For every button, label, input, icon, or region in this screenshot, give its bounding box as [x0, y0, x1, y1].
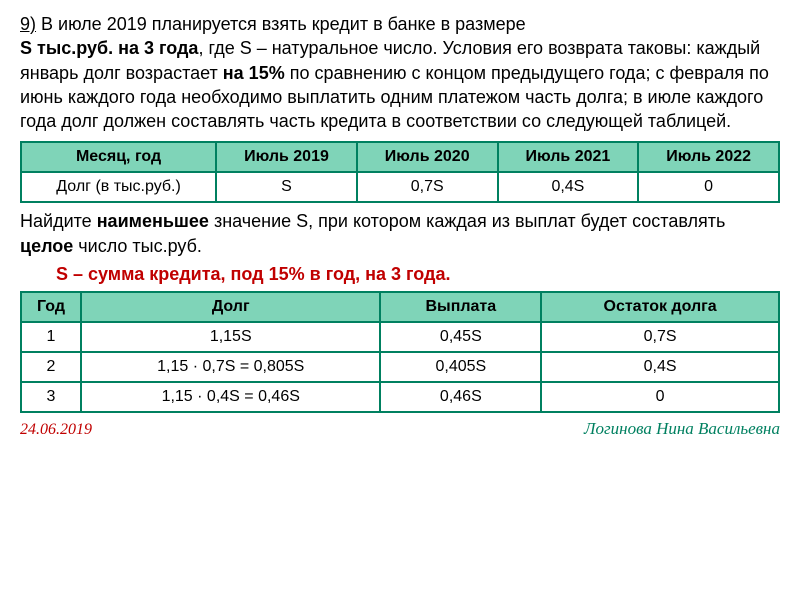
table-row: 1 1,15S 0,45S 0,7S	[21, 322, 779, 352]
problem-text: 9) В июле 2019 планируется взять кредит …	[20, 12, 780, 133]
t2-r1c3: 0,4S	[541, 352, 779, 382]
debt-schedule-table: Месяц, год Июль 2019 Июль 2020 Июль 2021…	[20, 141, 780, 203]
t2-r0c1: 1,15S	[81, 322, 380, 352]
t2-r2c0: 3	[21, 382, 81, 412]
t2-h3: Остаток долга	[541, 292, 779, 322]
t1-h1: Июль 2019	[216, 142, 357, 172]
t1-h4: Июль 2022	[638, 142, 779, 172]
t2-h1: Долг	[81, 292, 380, 322]
t2-r0c0: 1	[21, 322, 81, 352]
payments-table: Год Долг Выплата Остаток долга 1 1,15S 0…	[20, 291, 780, 413]
footer: 24.06.2019 Логинова Нина Васильевна	[20, 419, 780, 439]
note-c: значение S, при котором каждая из выплат…	[209, 211, 725, 231]
t2-r2c2: 0,46S	[380, 382, 541, 412]
t1-h0: Месяц, год	[21, 142, 216, 172]
note-a: Найдите	[20, 211, 97, 231]
footer-author: Логинова Нина Васильевна	[584, 419, 780, 439]
table-row: 3 1,15 · 0,4S = 0,46S 0,46S 0	[21, 382, 779, 412]
note-d: целое	[20, 236, 73, 256]
table-row: Месяц, год Июль 2019 Июль 2020 Июль 2021…	[21, 142, 779, 172]
note-b: наименьшее	[97, 211, 209, 231]
note-e: число тыс.руб.	[73, 236, 202, 256]
table-row: Год Долг Выплата Остаток долга	[21, 292, 779, 322]
t2-h0: Год	[21, 292, 81, 322]
t2-h2: Выплата	[380, 292, 541, 322]
problem-number: 9)	[20, 14, 36, 34]
problem-l1a: В июле 2019 планируется взять кредит в б…	[36, 14, 526, 34]
t1-c1: 0,7S	[357, 172, 498, 202]
t2-r2c3: 0	[541, 382, 779, 412]
t2-r0c3: 0,7S	[541, 322, 779, 352]
t1-c0: S	[216, 172, 357, 202]
t2-r1c0: 2	[21, 352, 81, 382]
t1-c3: 0	[638, 172, 779, 202]
t2-r2c1: 1,15 · 0,4S = 0,46S	[81, 382, 380, 412]
table-row: Долг (в тыс.руб.) S 0,7S 0,4S 0	[21, 172, 779, 202]
credit-summary: S – сумма кредита, под 15% в год, на 3 г…	[56, 264, 780, 285]
t2-r1c2: 0,405S	[380, 352, 541, 382]
table-row: 2 1,15 · 0,7S = 0,805S 0,405S 0,4S	[21, 352, 779, 382]
t2-r1c1: 1,15 · 0,7S = 0,805S	[81, 352, 380, 382]
t2-r0c2: 0,45S	[380, 322, 541, 352]
t1-rowlabel: Долг (в тыс.руб.)	[21, 172, 216, 202]
t1-c2: 0,4S	[498, 172, 639, 202]
t1-h2: Июль 2020	[357, 142, 498, 172]
note-text: Найдите наименьшее значение S, при котор…	[20, 209, 780, 258]
footer-date: 24.06.2019	[20, 421, 92, 439]
problem-l2a: S тыс.руб. на 3 года	[20, 38, 198, 58]
t1-h3: Июль 2021	[498, 142, 639, 172]
problem-l2c: на 15%	[223, 63, 285, 83]
